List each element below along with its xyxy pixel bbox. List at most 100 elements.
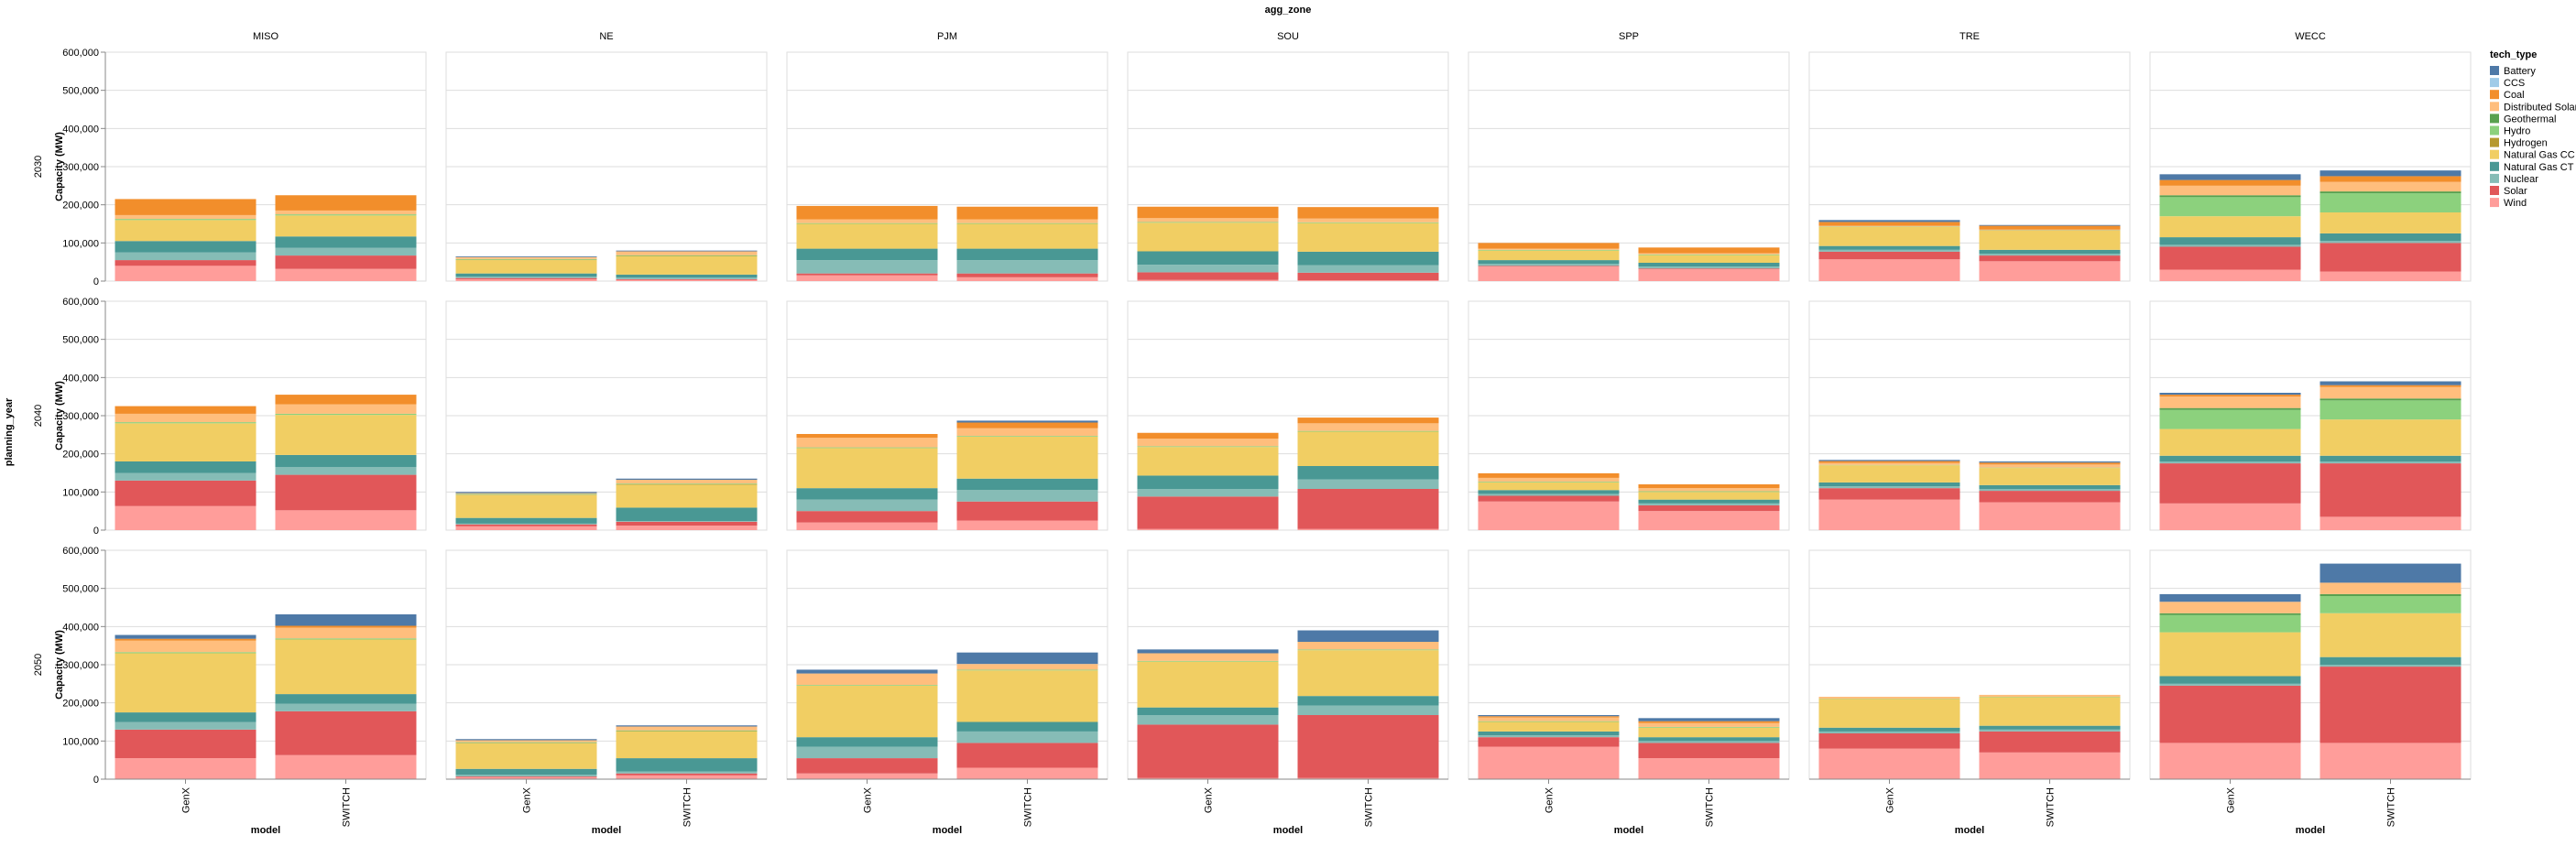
bar-segment-coal xyxy=(276,626,417,628)
bar-segment-solar xyxy=(797,274,938,276)
legend-swatch-coal xyxy=(2490,90,2499,99)
bar-segment-natural-gas-ct xyxy=(617,507,758,521)
bar-segment-nuclear xyxy=(115,253,257,260)
bar-segment-natural-gas-ct xyxy=(1138,708,1279,715)
bar-segment-solar xyxy=(957,274,1098,277)
bar-segment-solar xyxy=(456,525,597,526)
y-tick-label: 400,000 xyxy=(62,622,99,633)
bar-segment-natural-gas-cc xyxy=(2320,419,2461,456)
bar-segment-natural-gas-ct xyxy=(456,769,597,775)
bar-segment-nuclear xyxy=(2160,684,2301,686)
y-tick-label: 500,000 xyxy=(62,335,99,346)
bar-segment-wind xyxy=(1980,261,2121,281)
bar-segment-natural-gas-cc xyxy=(957,670,1098,721)
y-axis-title: Capacity (MW) xyxy=(54,630,65,700)
bar-segment-natural-gas-cc xyxy=(1639,255,1780,263)
bar-segment-wind xyxy=(797,523,938,530)
bar-segment-natural-gas-cc xyxy=(1819,700,1960,728)
bar-segment-natural-gas-cc xyxy=(617,732,758,758)
bar-segment-nuclear xyxy=(456,524,597,525)
bar-segment-natural-gas-cc xyxy=(1980,468,2121,485)
bar-segment-natural-gas-ct xyxy=(1479,490,1620,494)
bar-segment-distributed-solar xyxy=(1980,695,2121,697)
facet-row-label-2030: 2030 xyxy=(33,156,44,178)
bar-segment-hydro xyxy=(1298,222,1439,223)
bar-segment-solar xyxy=(1479,737,1620,746)
bar-segment-natural-gas-ct xyxy=(1639,737,1780,741)
bar-segment-nuclear xyxy=(2320,665,2461,667)
bar-segment-wind xyxy=(1639,269,1780,281)
bar-segment-nuclear xyxy=(1298,480,1439,489)
bar-segment-coal xyxy=(115,407,257,414)
bar-segment-hydro xyxy=(1639,727,1780,728)
bar-segment-distributed-solar xyxy=(957,220,1098,223)
bar-segment-coal xyxy=(1138,433,1279,439)
bar-segment-nuclear xyxy=(1298,266,1439,273)
legend-swatch-ccs xyxy=(2490,78,2499,87)
bar-segment-solar xyxy=(1298,715,1439,778)
bar-segment-nuclear xyxy=(1138,715,1279,724)
bar-segment-distributed-solar xyxy=(1138,218,1279,222)
bar-segment-natural-gas-ct xyxy=(957,479,1098,491)
bar-segment-hydro xyxy=(1639,492,1780,493)
bar-segment-hydro xyxy=(957,669,1098,670)
bar-segment-natural-gas-ct xyxy=(1298,252,1439,266)
bar-segment-solar xyxy=(1138,724,1279,777)
bar-segment-nuclear xyxy=(1639,504,1780,505)
bar-segment-natural-gas-ct xyxy=(1819,728,1960,732)
bar-segment-natural-gas-cc xyxy=(1138,447,1279,475)
bar-segment-wind xyxy=(115,506,257,530)
bar-segment-distributed-solar xyxy=(2160,186,2301,195)
bar-segment-natural-gas-cc xyxy=(617,256,758,275)
bar-segment-solar xyxy=(115,260,257,266)
bar-segment-wind xyxy=(617,280,758,281)
x-axis-title: model xyxy=(933,825,962,836)
bar-segment-hydro xyxy=(1138,446,1279,447)
bar-segment-nuclear xyxy=(1819,250,1960,252)
bar-segment-distributed-solar xyxy=(1819,463,1960,465)
bar-segment-coal xyxy=(2320,385,2461,387)
bar-segment-wind xyxy=(957,768,1098,780)
bar-segment-nuclear xyxy=(1819,486,1960,488)
bar-segment-solar xyxy=(456,278,597,279)
bar-segment-solar xyxy=(1639,268,1780,269)
bar-segment-distributed-solar xyxy=(617,252,758,255)
bar-segment-hydro xyxy=(115,219,257,220)
bar-segment-solar xyxy=(2160,463,2301,504)
bar-segment-wind xyxy=(276,755,417,779)
bar-segment-coal xyxy=(1819,461,1960,463)
bar-segment-natural-gas-cc xyxy=(456,495,597,518)
bar-segment-wind xyxy=(276,269,417,281)
x-axis-title: model xyxy=(2296,825,2325,836)
bar-segment-natural-gas-cc xyxy=(1819,465,1960,483)
y-tick-label: 400,000 xyxy=(62,373,99,384)
bar-segment-distributed-solar xyxy=(1639,254,1780,255)
bar-segment-natural-gas-ct xyxy=(797,737,938,746)
bar-segment-hydro xyxy=(115,422,257,423)
bar-segment-natural-gas-cc xyxy=(2320,212,2461,233)
bar-segment-distributed-solar xyxy=(797,674,938,686)
bar-segment-battery xyxy=(456,256,597,257)
bar-segment-hydro xyxy=(1298,431,1439,432)
bar-segment-natural-gas-cc xyxy=(115,654,257,713)
bar-segment-distributed-solar xyxy=(115,414,257,422)
bar-segment-distributed-solar xyxy=(1980,230,2121,231)
bar-segment-natural-gas-ct xyxy=(1980,726,2121,730)
bar-segment-natural-gas-ct xyxy=(1980,250,2121,254)
bar-segment-hydro xyxy=(1479,250,1620,251)
bar-segment-hydro xyxy=(1298,649,1439,650)
bar-segment-hydro xyxy=(115,652,257,653)
bar-segment-battery xyxy=(1980,461,2121,462)
bar-segment-distributed-solar xyxy=(1138,654,1279,661)
legend-swatch-natural-gas-ct xyxy=(2490,162,2499,171)
bar-segment-battery xyxy=(2160,174,2301,179)
legend-label-geothermal: Geothermal xyxy=(2504,114,2556,125)
bar-segment-distributed-solar xyxy=(797,220,938,223)
legend-label-ccs: CCS xyxy=(2504,78,2525,89)
bar-segment-solar xyxy=(1639,505,1780,511)
bar-segment-natural-gas-ct xyxy=(1819,246,1960,250)
bar-segment-battery xyxy=(456,739,597,740)
bar-segment-coal xyxy=(1138,207,1279,219)
bar-segment-distributed-solar xyxy=(617,480,758,483)
bar-segment-distributed-solar xyxy=(2160,396,2301,408)
